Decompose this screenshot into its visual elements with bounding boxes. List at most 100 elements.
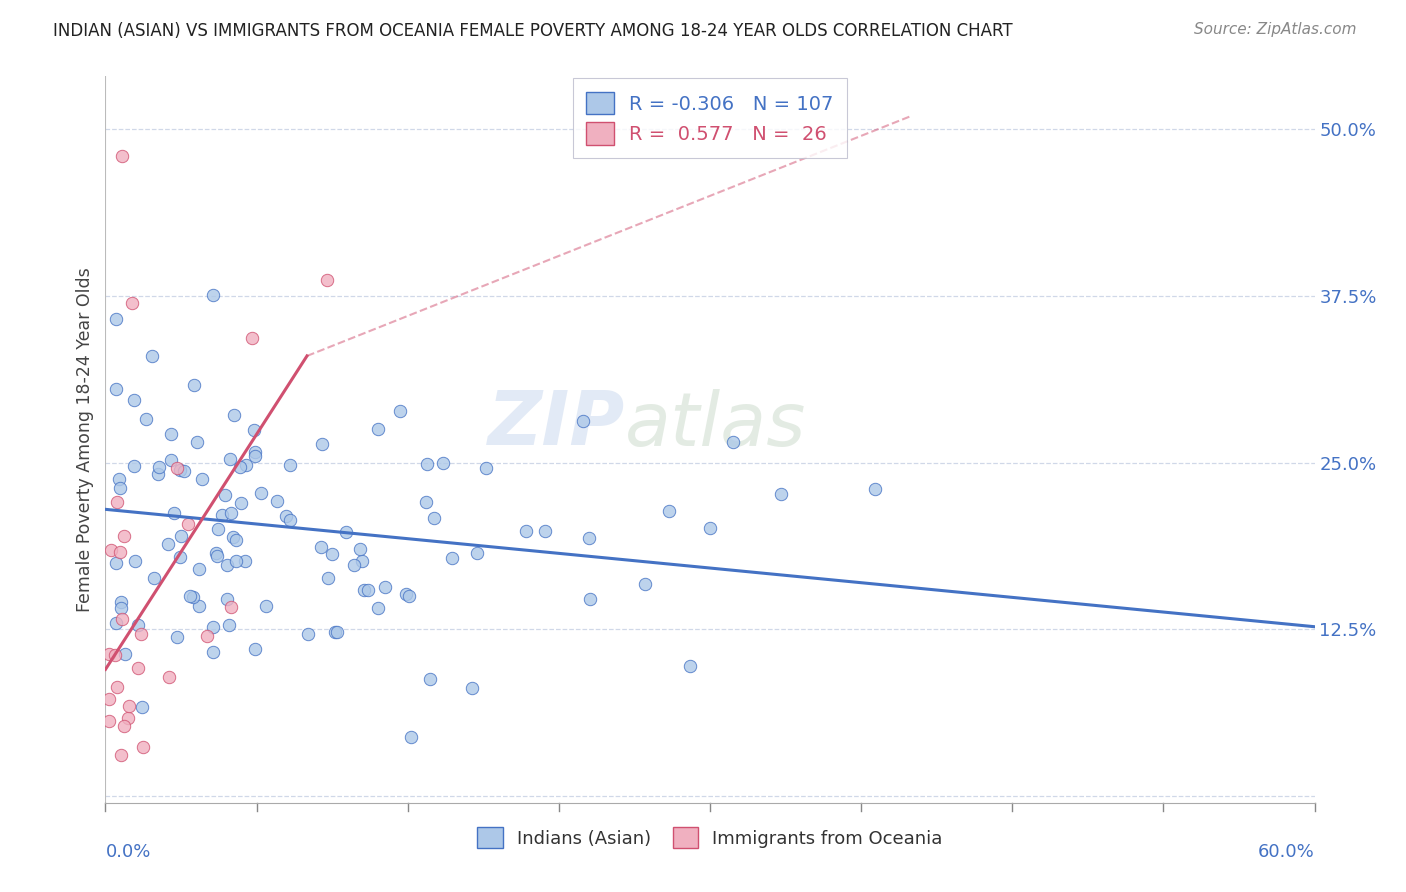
Point bbox=[127, 661, 149, 675]
Point bbox=[243, 445, 266, 459]
Text: ZIP: ZIP bbox=[488, 388, 626, 461]
Point bbox=[432, 457, 454, 471]
Point bbox=[374, 580, 396, 594]
Point bbox=[349, 542, 371, 557]
Point bbox=[195, 629, 218, 643]
Point bbox=[159, 426, 181, 441]
Point bbox=[157, 537, 180, 551]
Point bbox=[422, 511, 444, 525]
Text: 0.0%: 0.0% bbox=[105, 843, 150, 861]
Point bbox=[207, 549, 229, 564]
Point bbox=[578, 531, 600, 545]
Point bbox=[225, 533, 247, 547]
Point bbox=[266, 494, 288, 508]
Point bbox=[311, 436, 333, 450]
Point bbox=[658, 504, 681, 518]
Point bbox=[114, 647, 136, 661]
Point bbox=[121, 295, 143, 310]
Point bbox=[132, 739, 155, 754]
Text: INDIAN (ASIAN) VS IMMIGRANTS FROM OCEANIA FEMALE POVERTY AMONG 18-24 YEAR OLDS C: INDIAN (ASIAN) VS IMMIGRANTS FROM OCEANI… bbox=[53, 22, 1014, 40]
Point bbox=[389, 404, 412, 418]
Point bbox=[769, 487, 792, 501]
Point bbox=[100, 543, 122, 558]
Point bbox=[163, 506, 186, 520]
Point bbox=[110, 748, 132, 763]
Point bbox=[104, 616, 127, 631]
Point bbox=[112, 719, 135, 733]
Point bbox=[205, 546, 228, 560]
Point bbox=[98, 647, 121, 661]
Point bbox=[218, 451, 240, 466]
Point bbox=[105, 680, 128, 694]
Point bbox=[721, 435, 744, 450]
Point bbox=[321, 548, 343, 562]
Point bbox=[202, 620, 225, 634]
Point bbox=[357, 583, 380, 598]
Point bbox=[219, 599, 242, 614]
Point bbox=[461, 681, 484, 695]
Point bbox=[170, 529, 193, 543]
Point bbox=[276, 508, 298, 523]
Y-axis label: Female Poverty Among 18-24 Year Olds: Female Poverty Among 18-24 Year Olds bbox=[76, 267, 94, 612]
Point bbox=[415, 457, 437, 471]
Point bbox=[141, 349, 163, 363]
Point bbox=[441, 550, 464, 565]
Point bbox=[474, 460, 496, 475]
Point bbox=[235, 458, 257, 473]
Point bbox=[367, 601, 389, 615]
Point bbox=[323, 625, 346, 640]
Text: Source: ZipAtlas.com: Source: ZipAtlas.com bbox=[1194, 22, 1357, 37]
Point bbox=[534, 524, 557, 538]
Point bbox=[228, 459, 250, 474]
Point bbox=[110, 595, 132, 609]
Point bbox=[335, 525, 357, 540]
Point bbox=[367, 422, 389, 436]
Point bbox=[111, 611, 134, 625]
Point bbox=[105, 382, 128, 396]
Point bbox=[214, 488, 236, 502]
Point bbox=[233, 554, 256, 568]
Point bbox=[117, 711, 139, 725]
Legend: Indians (Asian), Immigrants from Oceania: Indians (Asian), Immigrants from Oceania bbox=[470, 821, 950, 855]
Point bbox=[316, 273, 339, 287]
Point bbox=[218, 618, 240, 632]
Point bbox=[225, 554, 247, 568]
Point bbox=[215, 558, 238, 572]
Point bbox=[398, 589, 420, 603]
Point bbox=[250, 486, 273, 500]
Point bbox=[105, 494, 128, 508]
Point bbox=[108, 482, 131, 496]
Point bbox=[188, 599, 211, 614]
Point bbox=[127, 617, 149, 632]
Point bbox=[118, 699, 141, 714]
Point bbox=[169, 463, 191, 477]
Point bbox=[187, 562, 209, 576]
Point bbox=[191, 472, 214, 486]
Point bbox=[224, 409, 246, 423]
Point bbox=[159, 453, 181, 467]
Point bbox=[215, 591, 238, 606]
Point bbox=[415, 495, 437, 509]
Text: atlas: atlas bbox=[626, 389, 807, 461]
Point bbox=[297, 626, 319, 640]
Point bbox=[148, 459, 170, 474]
Point bbox=[142, 571, 165, 585]
Point bbox=[245, 449, 267, 463]
Point bbox=[578, 592, 600, 607]
Point bbox=[353, 582, 375, 597]
Point bbox=[108, 545, 131, 559]
Point bbox=[863, 482, 886, 496]
Point bbox=[231, 496, 253, 510]
Point bbox=[112, 529, 135, 543]
Point bbox=[122, 392, 145, 407]
Point bbox=[131, 699, 153, 714]
Point bbox=[240, 331, 263, 345]
Point bbox=[679, 659, 702, 673]
Point bbox=[131, 626, 153, 640]
Point bbox=[122, 458, 145, 473]
Point bbox=[110, 601, 132, 615]
Point bbox=[419, 672, 441, 686]
Point bbox=[166, 631, 188, 645]
Point bbox=[243, 423, 266, 437]
Point bbox=[699, 521, 721, 535]
